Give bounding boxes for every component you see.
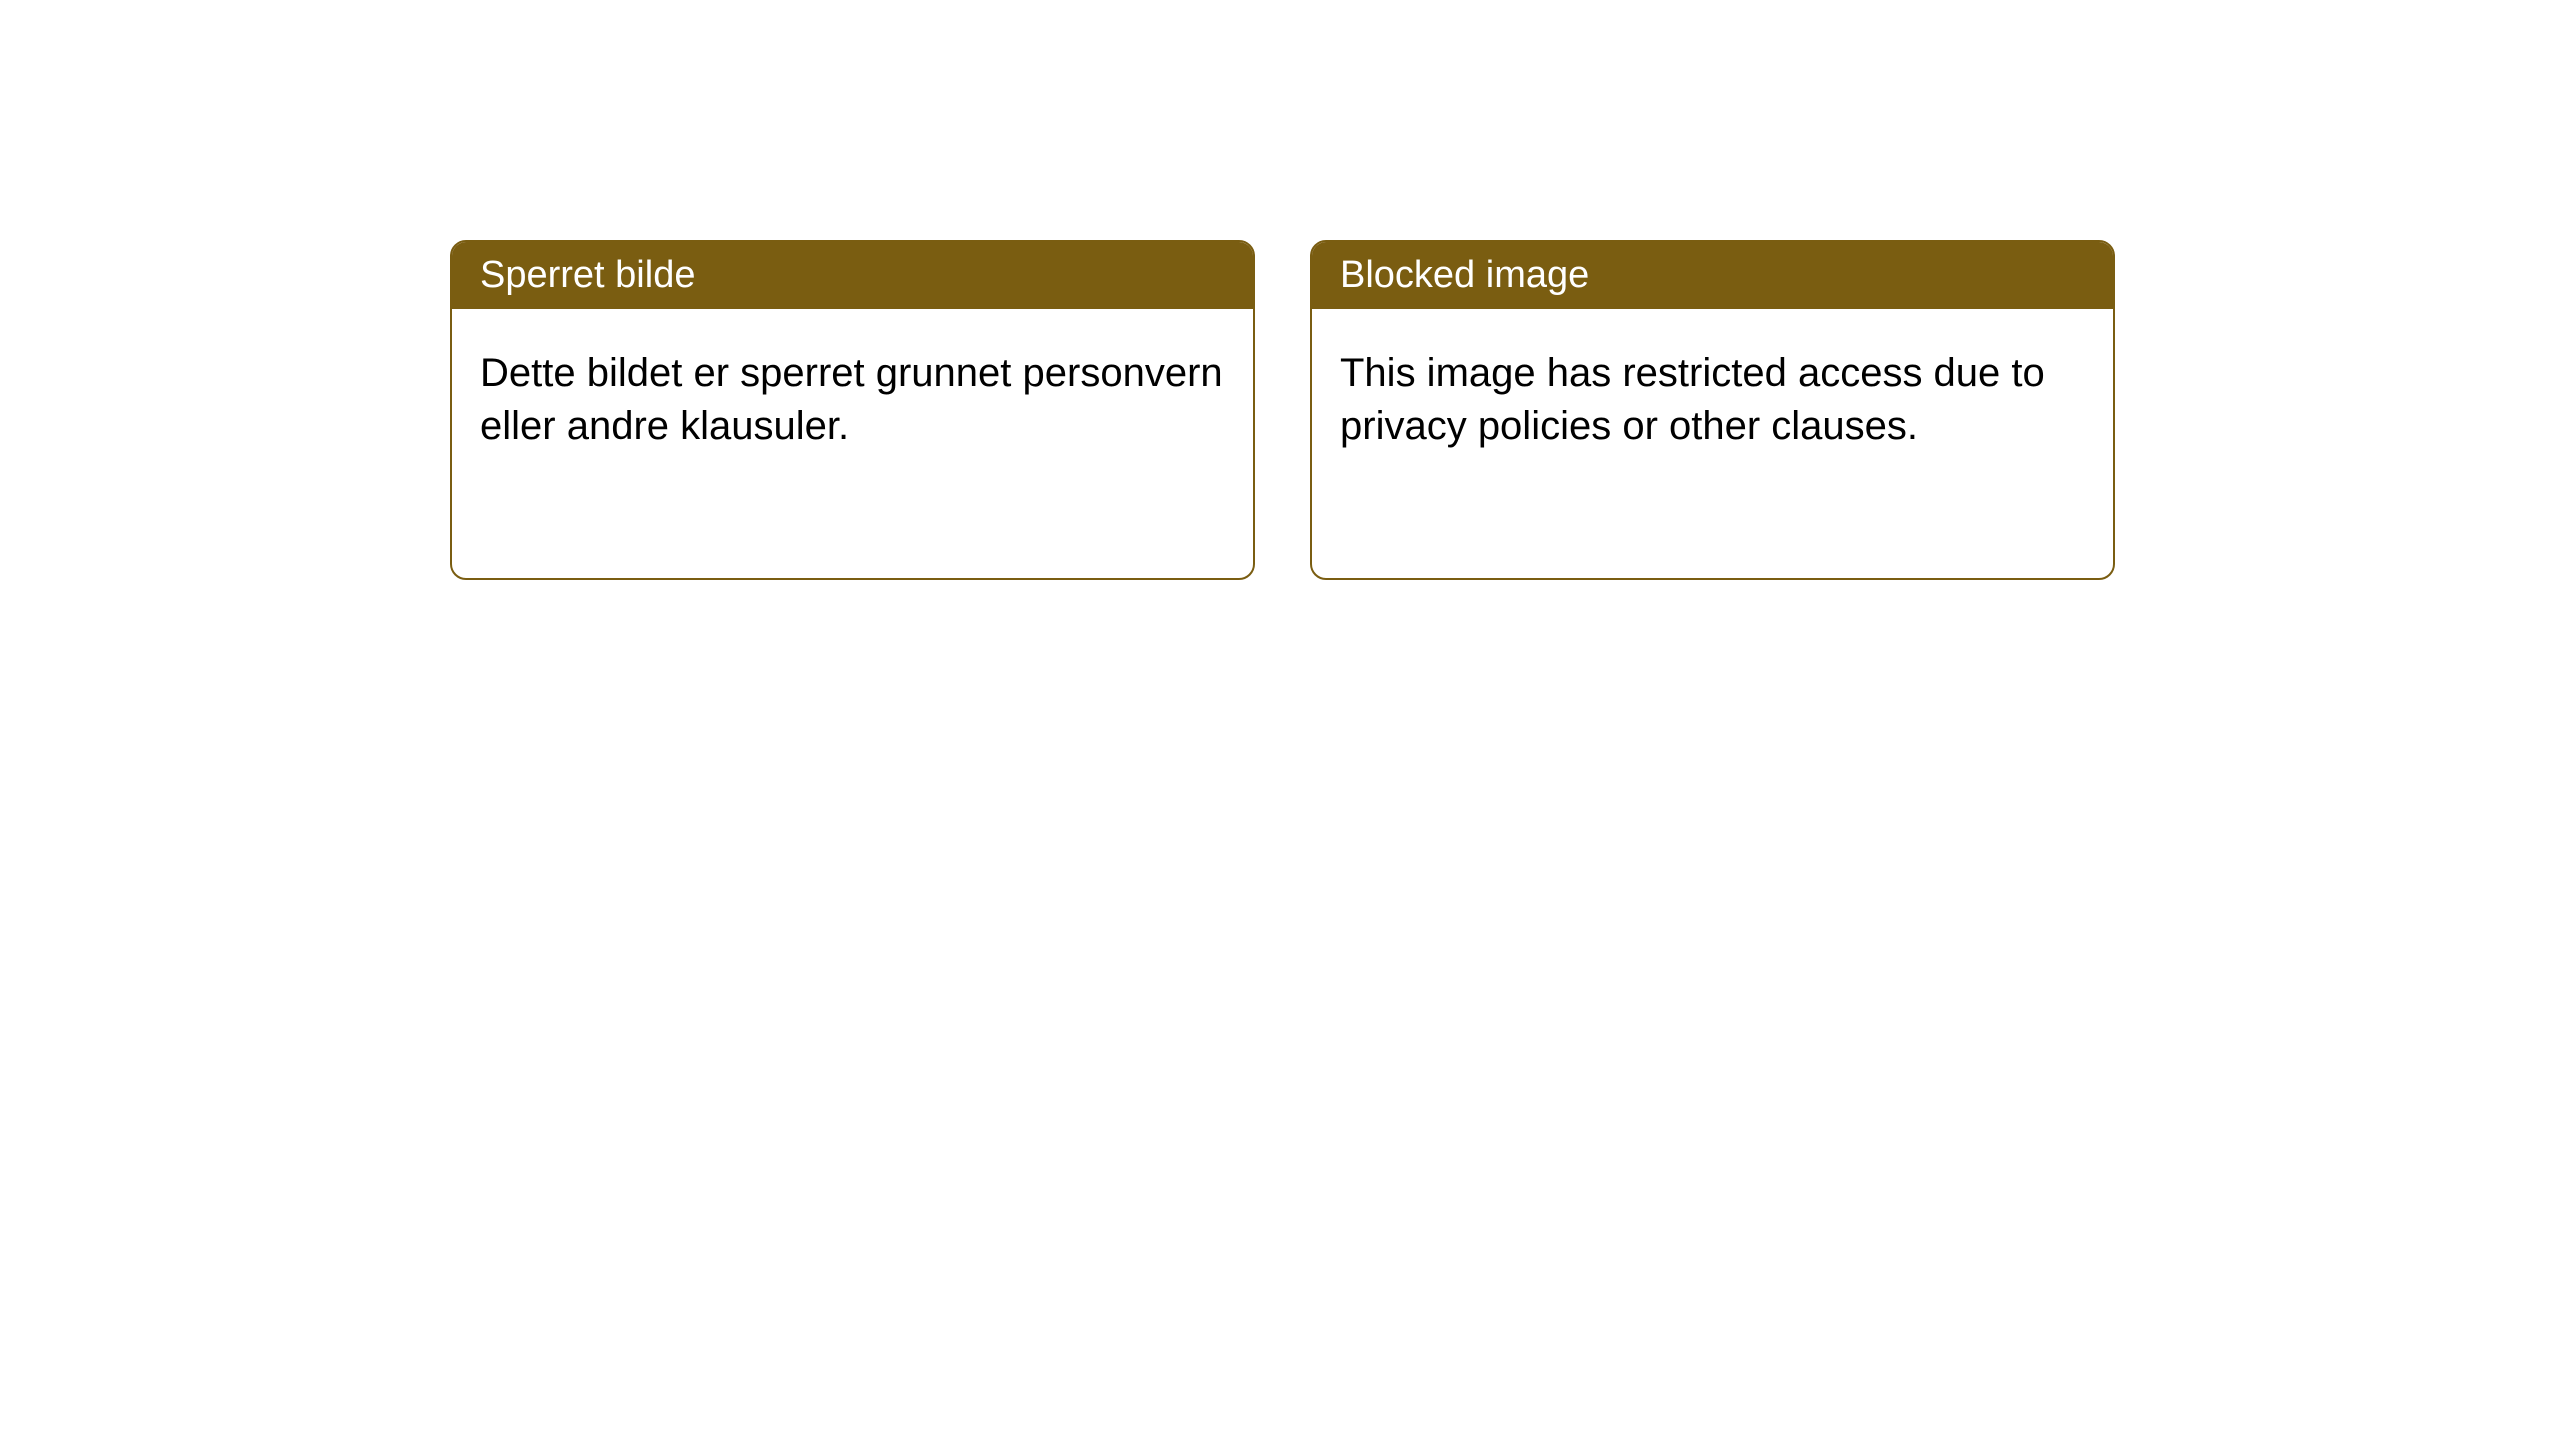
notice-card-norwegian: Sperret bilde Dette bildet er sperret gr… — [450, 240, 1255, 580]
notice-card-header: Sperret bilde — [452, 242, 1253, 309]
notice-message: This image has restricted access due to … — [1340, 351, 2045, 448]
notice-card-body: Dette bildet er sperret grunnet personve… — [452, 309, 1253, 491]
notice-card-english: Blocked image This image has restricted … — [1310, 240, 2115, 580]
notice-title: Blocked image — [1340, 254, 1589, 296]
notice-container: Sperret bilde Dette bildet er sperret gr… — [0, 0, 2560, 580]
notice-title: Sperret bilde — [480, 254, 695, 296]
notice-message: Dette bildet er sperret grunnet personve… — [480, 351, 1223, 448]
notice-card-header: Blocked image — [1312, 242, 2113, 309]
notice-card-body: This image has restricted access due to … — [1312, 309, 2113, 491]
